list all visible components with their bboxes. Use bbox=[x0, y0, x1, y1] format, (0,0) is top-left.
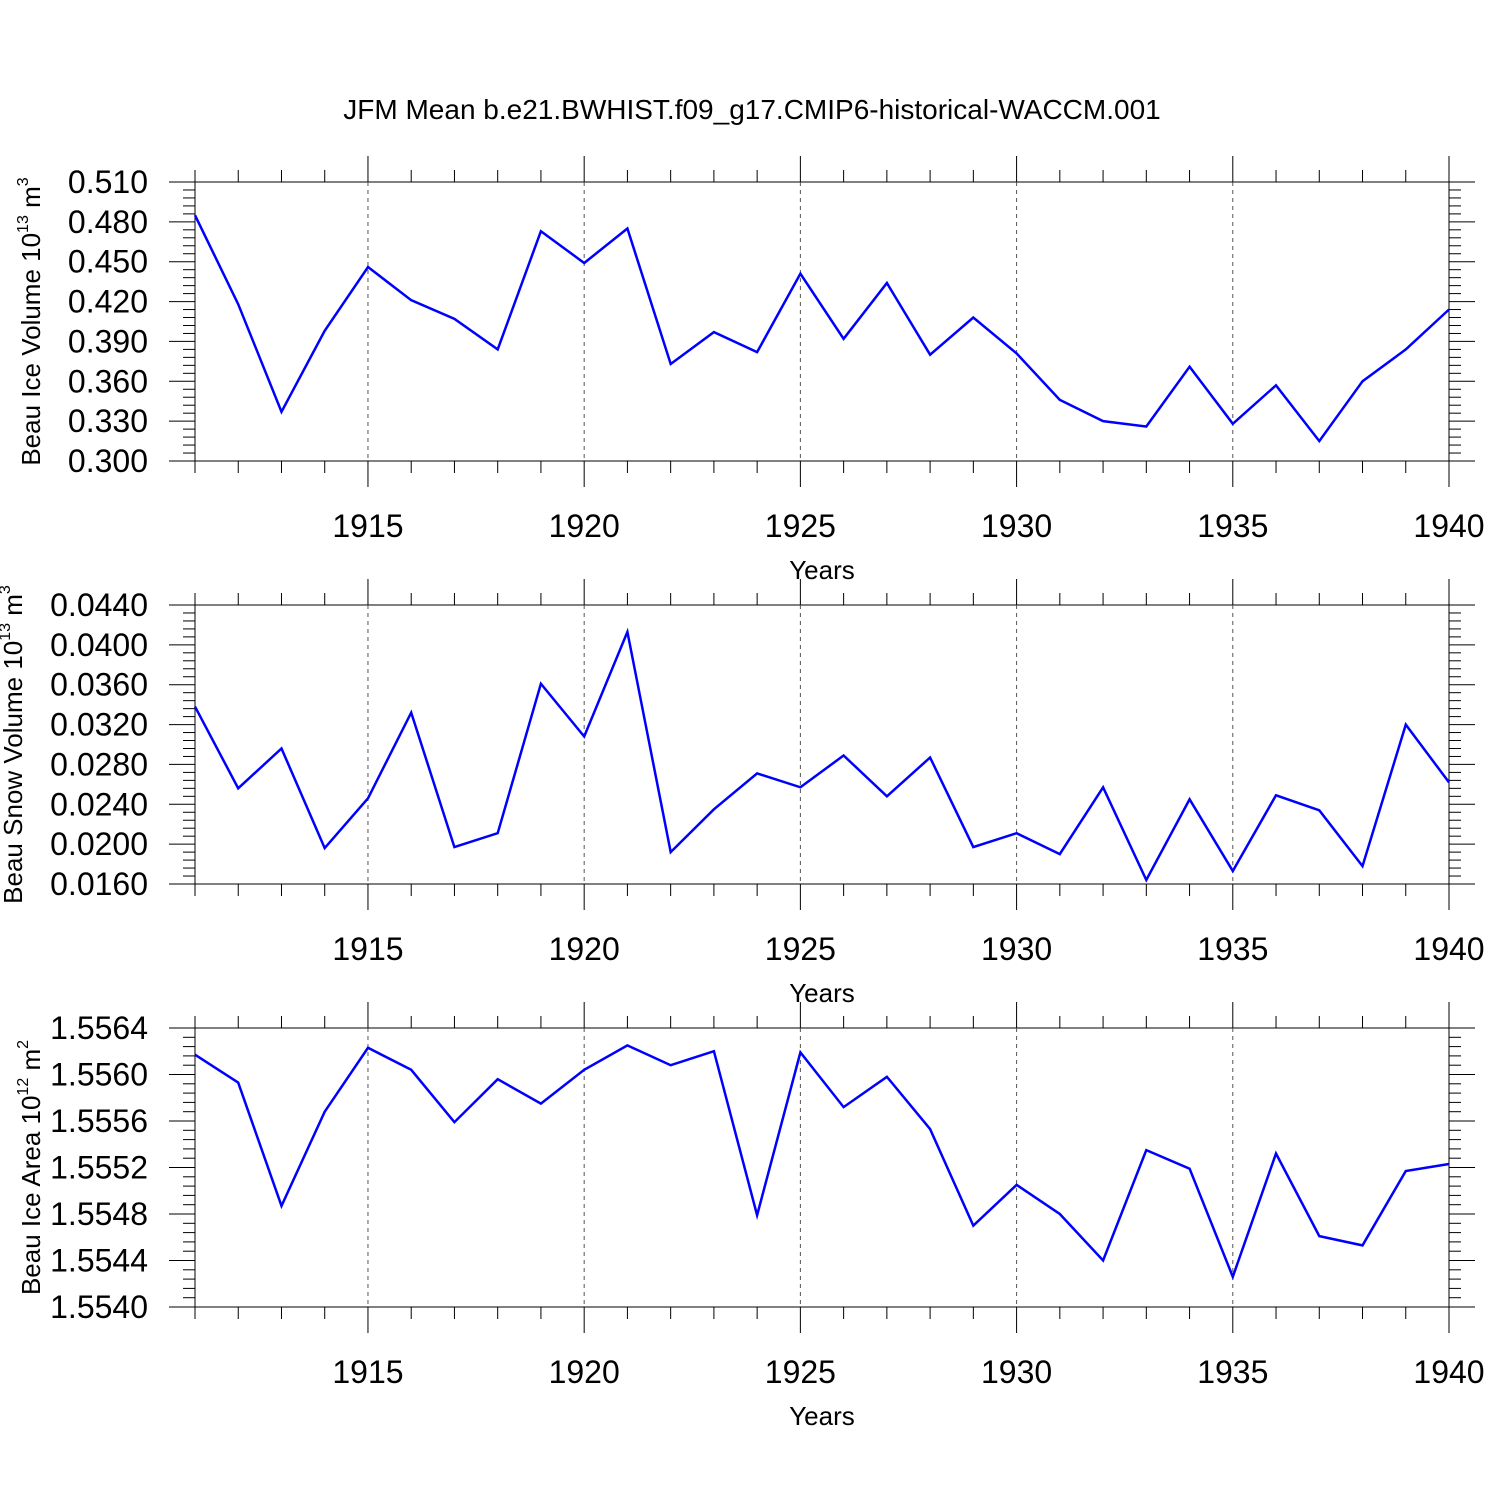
panel-snow-volume: 1915 1920 1925 1930 1935 1940 0.0160 0.0200 0.02… bbox=[0, 579, 1485, 1008]
y-tick-label: 0.0240 bbox=[50, 786, 148, 822]
y-tick-label: 0.390 bbox=[68, 323, 148, 359]
y-axis-label-unit-exponent: 3 bbox=[15, 177, 32, 186]
series-line-ice-volume bbox=[193, 214, 1450, 444]
y-axis-label-exponent: 13 bbox=[15, 215, 32, 233]
y-axis-label-main: Beau Ice Area 10 bbox=[16, 1096, 46, 1295]
y-tick-label: 0.0160 bbox=[50, 866, 148, 902]
x-tick-label: 1930 bbox=[981, 1354, 1052, 1390]
plot-frame bbox=[194, 1027, 1450, 1308]
series-line-ice-area bbox=[194, 1043, 1450, 1281]
y-tick-label: 1.5560 bbox=[50, 1057, 148, 1093]
x-tick-label: 1930 bbox=[981, 931, 1052, 967]
x-tick-label: 1930 bbox=[981, 508, 1052, 544]
x-tick-label: 1915 bbox=[332, 931, 403, 967]
y-tick-label: 1.5564 bbox=[50, 1010, 148, 1046]
y-axis-label-exponent: 13 bbox=[0, 623, 14, 641]
x-tick-label: 1925 bbox=[765, 508, 836, 544]
x-axis-label: Years bbox=[789, 555, 855, 585]
y-tick-label: 0.0400 bbox=[50, 627, 148, 663]
x-tick-label: 1920 bbox=[549, 1354, 620, 1390]
x-tick-label: 1935 bbox=[1197, 931, 1268, 967]
y-axis-label: Beau Ice Area 1012 m2 bbox=[15, 1040, 46, 1295]
x-tick-label: 1925 bbox=[765, 1354, 836, 1390]
y-tick-label: 1.5548 bbox=[50, 1196, 148, 1232]
y-axis-label-exponent: 12 bbox=[15, 1078, 32, 1096]
y-tick-label: 0.0360 bbox=[50, 667, 148, 703]
y-tick-label: 0.300 bbox=[68, 443, 148, 479]
y-axis-label-main: Beau Snow Volume 10 bbox=[0, 641, 28, 904]
x-tick-label: 1935 bbox=[1197, 1354, 1268, 1390]
x-tick-label: 1940 bbox=[1413, 1354, 1484, 1390]
x-tick-label: 1940 bbox=[1413, 508, 1484, 544]
y-tick-label: 1.5552 bbox=[50, 1150, 148, 1186]
x-tick-label: 1915 bbox=[332, 1354, 403, 1390]
panel-ice-area: 1915 1920 1925 1930 1935 1940 1.5540 1.5544 1.55… bbox=[15, 1002, 1485, 1431]
y-axis-label-main: Beau Ice Volume 10 bbox=[16, 233, 46, 466]
y-axis-label: Beau Ice Volume 1013 m3 bbox=[15, 177, 46, 465]
y-tick-label: 1.5556 bbox=[50, 1103, 148, 1139]
x-axis-label: Years bbox=[789, 1401, 855, 1431]
y-axis-label-unit: m bbox=[0, 594, 28, 623]
x-tick-label: 1925 bbox=[765, 931, 836, 967]
series-line-snow-volume bbox=[193, 627, 1451, 883]
y-axis-label-unit: m bbox=[16, 186, 46, 215]
x-tick-label: 1935 bbox=[1197, 508, 1268, 544]
x-tick-label: 1940 bbox=[1413, 931, 1484, 967]
y-tick-label: 0.0200 bbox=[50, 826, 148, 862]
y-tick-label: 0.330 bbox=[68, 403, 148, 439]
y-tick-label: 0.450 bbox=[68, 244, 148, 280]
panel-ice-volume: 1915 1920 1925 1930 1935 1940 0.300 0.330 0.360 0… bbox=[15, 156, 1485, 585]
x-tick-label: 1920 bbox=[549, 931, 620, 967]
y-tick-label: 0.0440 bbox=[50, 587, 148, 623]
y-tick-label: 1.5544 bbox=[50, 1243, 148, 1279]
x-axis-label: Years bbox=[789, 978, 855, 1008]
x-tick-label: 1915 bbox=[332, 508, 403, 544]
plot-frame bbox=[194, 604, 1450, 885]
x-tick-label: 1920 bbox=[549, 508, 620, 544]
y-tick-label: 0.0280 bbox=[50, 746, 148, 782]
y-tick-label: 0.360 bbox=[68, 363, 148, 399]
y-tick-label: 0.510 bbox=[68, 164, 148, 200]
y-tick-label: 0.480 bbox=[68, 204, 148, 240]
y-axis-label-unit: m bbox=[16, 1049, 46, 1078]
y-tick-label: 1.5540 bbox=[50, 1289, 148, 1325]
y-axis-label-unit-exponent: 2 bbox=[15, 1040, 32, 1049]
y-tick-label: 0.0320 bbox=[50, 707, 148, 743]
plot-frame bbox=[194, 181, 1450, 462]
y-axis-label: Beau Snow Volume 1013 m3 bbox=[0, 585, 28, 904]
y-axis-label-unit-exponent: 3 bbox=[0, 585, 14, 594]
y-tick-label: 0.420 bbox=[68, 284, 148, 320]
chart-title: JFM Mean b.e21.BWHIST.f09_g17.CMIP6-hist… bbox=[343, 94, 1160, 125]
